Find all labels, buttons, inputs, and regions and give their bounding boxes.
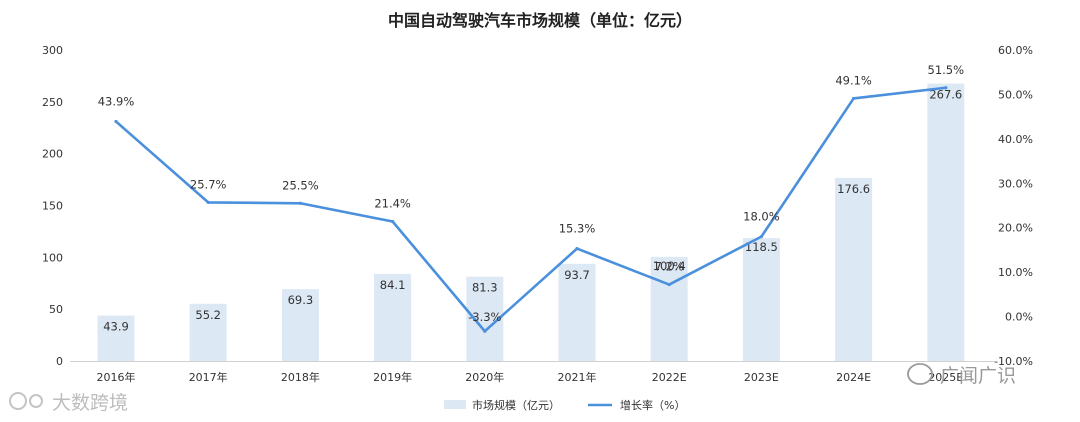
bar-value-label: 69.3	[288, 293, 314, 307]
line-labels: 43.9% 25.7% 25.5% 21.4% -3.3% 15.3% 7.2% 18.0% 4…	[98, 63, 964, 324]
growth-line	[115, 86, 946, 333]
right-tick-label: 20.0%	[998, 222, 1033, 235]
line-value-label: 21.4%	[374, 196, 411, 210]
x-axis: 2016年 2017年 2018年 2019年 2020年 2021年 2022E 2023E…	[70, 361, 995, 384]
bar-value-label: 84.1	[380, 278, 406, 292]
bar	[374, 273, 412, 361]
x-tick-label: 2019年	[373, 370, 412, 384]
legend: 市场规模（亿元） 增长率（%）	[444, 398, 685, 412]
bar	[189, 303, 227, 361]
legend-bar-swatch	[444, 400, 466, 409]
chart-title: 中国自动驾驶汽车市场规模（单位：亿元）	[388, 11, 692, 30]
line-point	[298, 201, 302, 205]
x-tick-label: 2017年	[189, 370, 228, 384]
bar	[927, 83, 965, 361]
bar-value-label: 81.3	[472, 281, 498, 295]
x-tick-label: 2018年	[281, 370, 320, 384]
right-tick-label: -10.0%	[994, 355, 1033, 368]
right-tick-label: 0.0%	[1005, 311, 1033, 324]
x-tick-label: 2022E	[652, 371, 687, 384]
line-point	[575, 246, 579, 251]
line-value-label: 7.2%	[655, 260, 684, 274]
watermark-left-text: 大数跨境	[52, 392, 128, 414]
watermark-right: 广闻广识	[907, 363, 1016, 387]
left-tick-label: 50	[49, 303, 63, 316]
left-tick-label: 0	[56, 355, 63, 368]
line-value-label: 43.9%	[98, 95, 135, 109]
bar	[650, 256, 688, 361]
line-point	[852, 96, 856, 101]
left-axis: 0 50 100 150 200 250 300	[42, 44, 63, 368]
bar	[97, 315, 135, 361]
line-value-label: 15.3%	[559, 222, 596, 236]
line-point	[944, 86, 948, 90]
bar-value-label: 100.4	[653, 259, 686, 273]
line-value-label: -3.3%	[468, 310, 501, 324]
line-value-label: 25.5%	[282, 178, 319, 192]
watermark-logo-icon-2	[29, 394, 43, 408]
left-tick-label: 100	[42, 251, 63, 264]
bar-value-label: 176.6	[837, 182, 870, 196]
bar	[835, 177, 873, 361]
right-axis: -10.0% 0.0% 10.0% 20.0% 30.0% 40.0% 50.0% 60.0%	[994, 44, 1033, 368]
x-tick-label: 2025E	[928, 371, 963, 384]
bar	[281, 289, 319, 361]
x-tick-label: 2023E	[744, 371, 779, 384]
watermark-right-text: 广闻广识	[940, 365, 1016, 387]
x-tick-label: 2020年	[465, 370, 504, 384]
line-value-label: 25.7%	[190, 177, 227, 191]
bar-value-label: 43.9	[103, 319, 129, 333]
line-value-label: 51.5%	[928, 63, 965, 77]
bar	[742, 238, 780, 361]
line-point	[759, 235, 764, 239]
line-point	[391, 219, 395, 224]
x-tick-label: 2021年	[558, 370, 597, 384]
legend-bar-label: 市场规模（亿元）	[472, 398, 560, 412]
bar-value-label: 93.7	[564, 268, 590, 282]
right-tick-label: 30.0%	[998, 177, 1033, 190]
line-point	[206, 200, 210, 204]
bar	[558, 263, 596, 361]
bar-series	[97, 83, 965, 361]
line-value-label: 18.0%	[743, 210, 780, 224]
right-tick-label: 10.0%	[998, 266, 1033, 279]
legend-line-label: 增长率（%）	[620, 398, 685, 412]
x-tick-label: 2024E	[836, 371, 871, 384]
wechat-icon	[907, 363, 933, 385]
left-tick-label: 250	[42, 96, 63, 109]
watermark-left: 大数跨境	[9, 392, 128, 414]
bar-value-label: 55.2	[195, 308, 221, 322]
right-tick-label: 40.0%	[998, 133, 1033, 146]
watermark-logo-icon	[9, 392, 27, 410]
x-tick-label: 2016年	[97, 370, 136, 384]
right-tick-label: 50.0%	[998, 88, 1033, 101]
left-tick-label: 200	[42, 148, 63, 161]
line-series	[114, 86, 948, 333]
left-tick-label: 300	[42, 44, 63, 57]
right-tick-label: 60.0%	[998, 44, 1033, 57]
line-value-label: 49.1%	[835, 73, 872, 87]
line-point	[667, 282, 671, 287]
line-point	[114, 119, 118, 124]
bar-value-label: 118.5	[745, 240, 778, 254]
line-point	[483, 329, 487, 333]
bar-labels: 43.9 55.2 69.3 84.1 81.3 93.7 100.4 118.5 176.6 2…	[103, 88, 962, 334]
left-tick-label: 150	[42, 200, 63, 213]
bar-value-label: 267.6	[929, 88, 962, 102]
